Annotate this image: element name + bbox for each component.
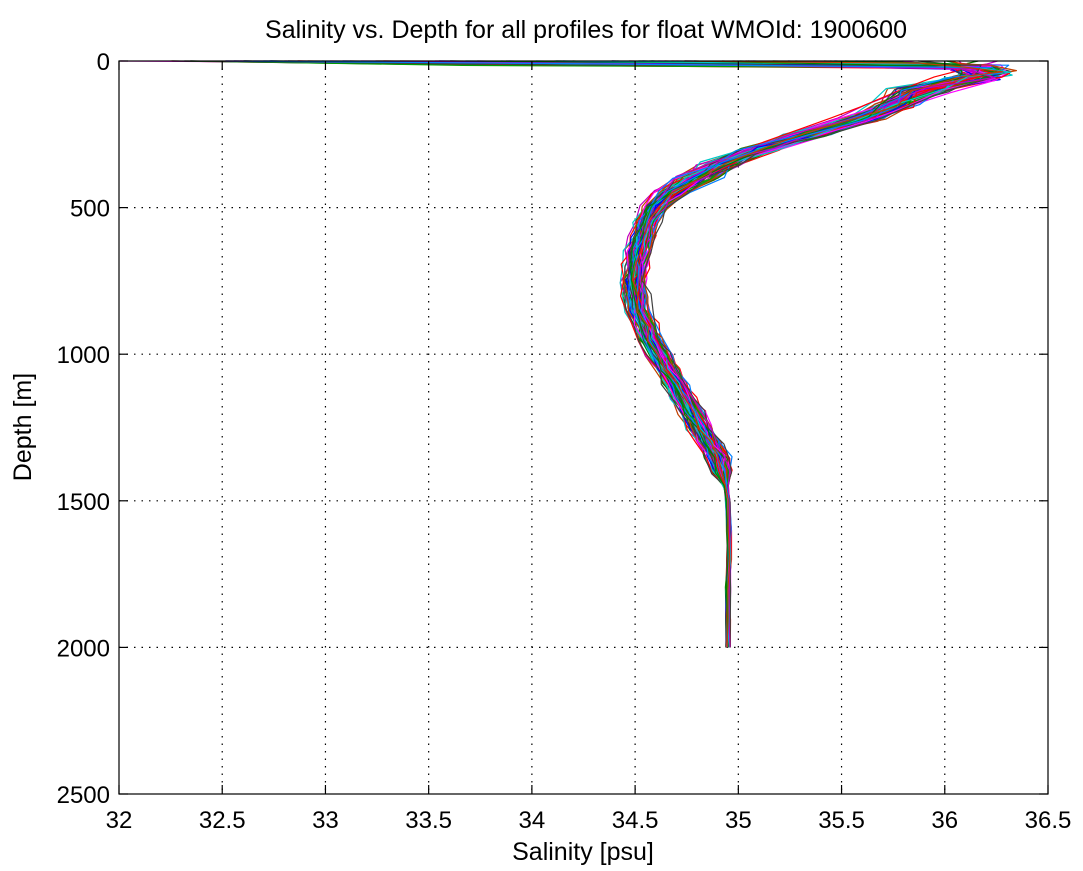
x-tick-label: 34.5 [612,807,659,834]
x-tick-label: 36 [931,807,958,834]
x-tick-label: 32.5 [199,807,246,834]
salinity-profile-line [190,60,974,648]
salinity-profile-line [329,60,996,648]
profiles-group [120,60,1017,648]
y-tick-label: 1000 [57,342,110,369]
tick-marks [118,60,1049,795]
y-tick-label: 500 [70,196,110,223]
chart-title: Salinity vs. Depth for all profiles for … [265,16,907,44]
x-tick-label: 32 [106,807,133,834]
x-tick-label: 33.5 [405,807,452,834]
y-tick-labels: 0 500 1000 1500 2000 2500 [57,49,110,809]
x-tick-label: 36.5 [1025,807,1072,834]
y-tick-label: 2000 [57,635,110,662]
salinity-profile-line [630,60,963,648]
x-tick-label: 34 [519,807,546,834]
x-tick-label: 33 [312,807,339,834]
y-tick-label: 0 [97,49,110,76]
y-tick-label: 1500 [57,489,110,516]
x-tick-label: 35.5 [818,807,865,834]
y-tick-label: 2500 [57,782,110,809]
x-axis-label: Salinity [psu] [512,838,654,866]
salinity-profile-line [632,60,1004,648]
plot-frame [118,60,1049,795]
y-axis-label: Depth [m] [9,373,37,481]
x-tick-label: 35 [725,807,752,834]
x-tick-labels: 32 32.5 33 33.5 34 34.5 35 35.5 36 36.5 [106,807,1072,834]
